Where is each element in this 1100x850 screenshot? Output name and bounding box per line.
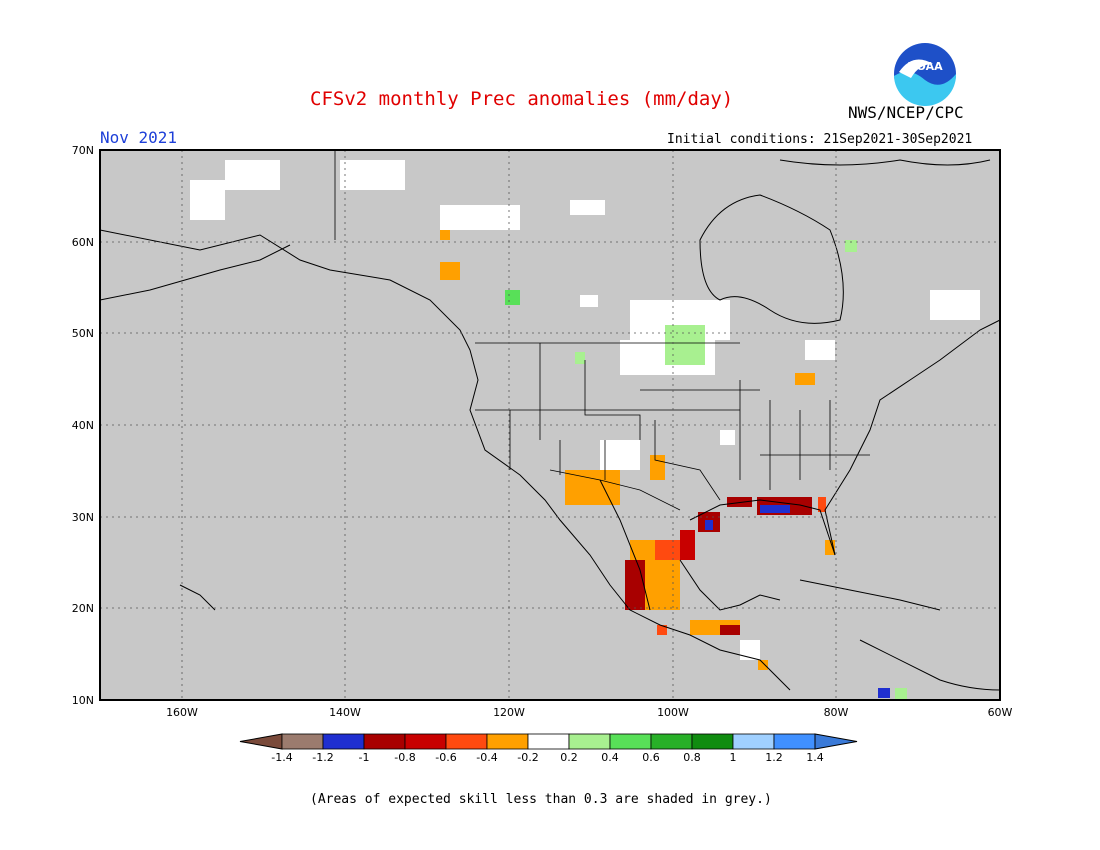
lon-label: 120W [493,706,525,719]
colorbar-arrow-left [239,733,283,750]
colorbar-label: 0.6 [642,751,660,764]
agency-label: NWS/NCEP/CPC [848,103,964,122]
colorbar-swatch [568,733,611,750]
state-borders [334,150,870,511]
colorbar-swatch [363,733,406,750]
colorbar-swatch [486,733,529,750]
lat-label: 30N [72,511,94,524]
colorbar-label: -0.4 [476,751,497,764]
colorbar-swatch [609,733,652,750]
lon-label: 160W [166,706,198,719]
colorbar-label: -1 [359,751,370,764]
logo-text: NOAA [907,60,943,73]
colorbar-label: 0.8 [683,751,701,764]
colorbar-label: -1.2 [312,751,333,764]
month-label: Nov 2021 [100,128,178,147]
lat-label: 40N [72,419,94,432]
colorbar-label: -0.2 [517,751,538,764]
colorbar-label: 0.4 [601,751,619,764]
colorbar-swatch [691,733,734,750]
colorbar-swatch [527,733,570,750]
colorbar-swatch [281,733,324,750]
colorbar-swatch [404,733,447,750]
lat-label: 60N [72,236,94,249]
colorbar-label: -0.6 [435,751,456,764]
colorbar-label: 1.2 [765,751,783,764]
lon-labels: 160W 140W 120W 100W 80W 60W [166,706,1012,719]
skill-note: (Areas of expected skill less than 0.3 a… [310,792,772,807]
colorbar: -1.4 -1.2 -1 -0.8 -0.6 -0.4 -0.2 0.2 0.4 0.6 0.8 1 1… [239,733,858,764]
lon-label: 140W [329,706,361,719]
colorbar-label: 1.4 [806,751,824,764]
map-frame [99,149,1001,701]
colorbar-label: 1 [730,751,737,764]
colorbar-swatch [773,733,816,750]
colorbar-label: -1.4 [271,751,292,764]
positive-anomaly-patches [505,240,907,700]
initial-conditions: Initial conditions: 21Sep2021-30Sep2021 [667,132,973,147]
colorbar-label: 0.2 [560,751,578,764]
lon-label: 100W [657,706,689,719]
lat-label: 50N [72,327,94,340]
lat-label: 20N [72,602,94,615]
colorbar-swatch [445,733,488,750]
lon-label: 80W [824,706,849,719]
map-title: CFSv2 monthly Prec anomalies (mm/day) [310,88,734,110]
colorbar-swatch [650,733,693,750]
lat-label: 70N [72,144,94,157]
lat-labels: 70N 60N 50N 40N 30N 20N 10N [72,144,94,707]
colorbar-swatch [732,733,775,750]
lon-label: 60W [988,706,1013,719]
coastlines [99,159,1001,691]
colorbar-swatch [322,733,365,750]
noaa-logo: NOAA [894,43,957,106]
colorbar-label: -0.8 [394,751,415,764]
graticule [100,150,1000,700]
colorbar-arrow-right [814,733,858,750]
lat-label: 10N [72,694,94,707]
